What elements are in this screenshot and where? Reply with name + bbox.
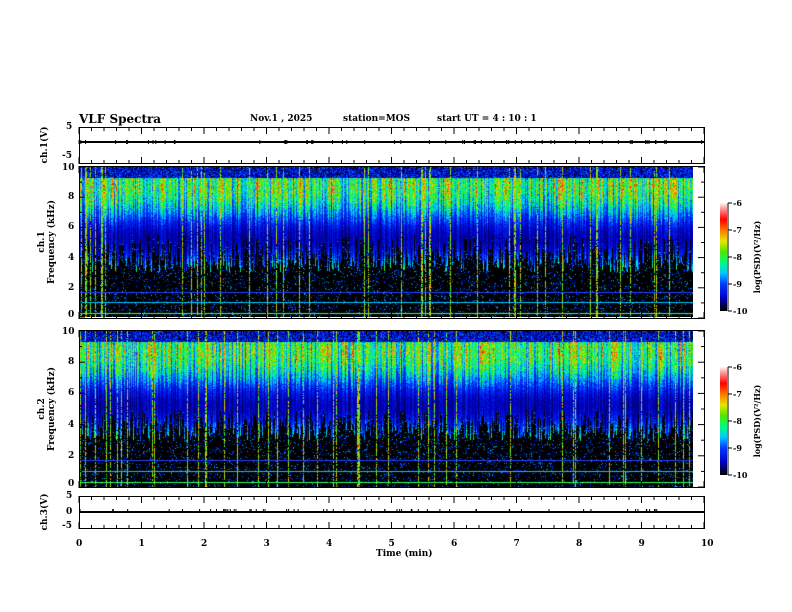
x-axis-label: Time (min) [376,549,433,559]
colorbar-tick-label: -8 [733,416,742,426]
y-tick-label: 4 [68,419,75,430]
date-label: Nov.1 , 2025 [250,114,313,124]
y-tick-label: 6 [68,222,75,233]
y-tick-label: 2 [68,450,75,461]
ch1-label: ch.1 [37,231,47,253]
ch1-colorbar [720,203,727,311]
ch2-colorbar [720,367,727,475]
colorbar-tick-label: -6 [733,362,742,372]
x-tick-label: 8 [576,539,583,549]
y-tick-label: 5 [66,122,73,132]
colorbar-tick-label: -7 [733,225,742,235]
y-tick-label: 8 [68,357,75,368]
x-tick-label: 6 [451,539,458,549]
y-tick-label: 0 [66,507,73,517]
frequency-label: Frequency (kHz) [47,367,57,452]
y-tick-label: 4 [68,252,75,263]
colorbar-tick-label: -6 [733,198,742,208]
colorbar-tick-label: -10 [733,306,748,316]
colorbar-tick-label: -8 [733,252,742,262]
x-tick-label: 5 [388,539,395,549]
figure-title: VLF Spectra [79,112,162,126]
y-tick-label: -5 [62,521,72,531]
y-tick-label: 10 [62,163,75,173]
x-tick-label: 4 [326,539,333,549]
y-tick-label: -5 [62,151,72,161]
x-tick-label: 2 [201,539,208,549]
y-tick-label: 0 [68,479,75,489]
x-tick-label: 7 [513,539,520,549]
colorbar-tick-label: -7 [733,389,742,399]
ch2-colorbar-label: log(PSD)(V²/Hz) [752,384,762,458]
x-tick-label: 1 [138,539,145,549]
y-tick-label: 5 [66,491,73,501]
y-tick-label: 10 [62,327,75,337]
x-tick-label: 10 [701,539,714,549]
y-tick-label: 8 [68,192,75,203]
x-tick-label: 3 [263,539,270,549]
x-tick-label: 9 [638,539,645,549]
ch2-label: ch.2 [37,398,47,420]
ch1-colorbar-label: log(PSD)(V²/Hz) [752,220,762,294]
ch3-waveform-ylabel: ch.3(V) [40,493,50,531]
colorbar-tick-label: -10 [733,470,748,480]
colorbar-tick-label: -9 [733,279,742,289]
frequency-label: Frequency (kHz) [47,200,57,285]
ch1-waveform-ylabel: ch.1(V) [40,126,50,164]
ch1-spectrogram [79,167,693,317]
ch1-spectrogram-ylabel: ch.1 Frequency (kHz) [37,197,57,287]
ch2-spectrogram-ylabel: ch.2 Frequency (kHz) [37,364,57,454]
y-tick-label: 6 [68,388,75,399]
ch2-spectrogram [79,331,693,487]
colorbar-tick-label: -9 [733,443,742,453]
start-time-label: start UT = 4 : 10 : 1 [437,114,537,124]
x-tick-label: 0 [76,539,83,549]
station-label: station=MOS [343,114,411,124]
y-tick-label: 0 [68,310,75,320]
y-tick-label: 2 [68,282,75,293]
